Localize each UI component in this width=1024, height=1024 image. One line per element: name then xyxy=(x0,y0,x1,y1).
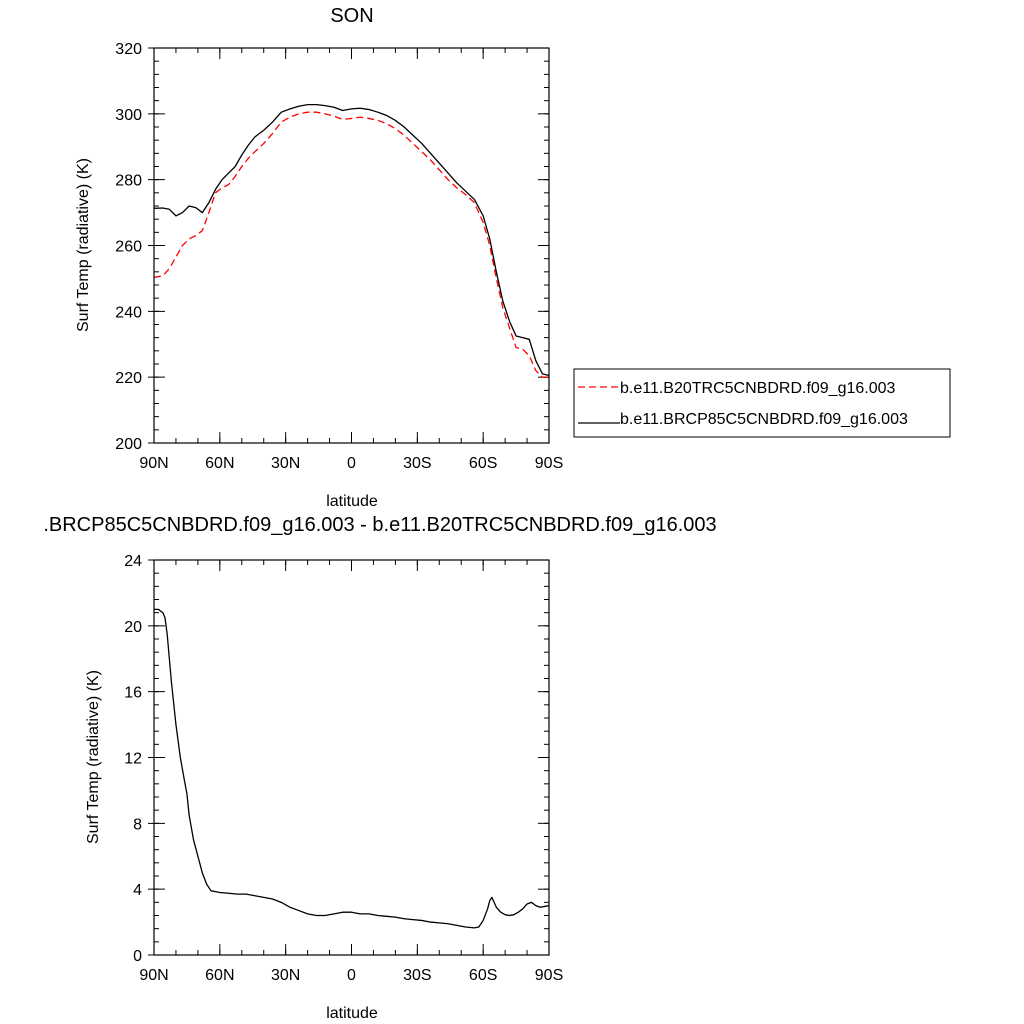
panel-top: SON 90N 60N 30N 0 30S 60S 90S 200 220 240 260 280 30… xyxy=(75,5,563,510)
y-tick-label: 320 xyxy=(115,41,142,58)
series-line-bottom-0 xyxy=(154,608,550,929)
y-tick-label: 300 xyxy=(115,107,142,124)
y-tick-label: 4 xyxy=(133,882,142,899)
legend-label-rcp85: b.e11.BRCP85C5CNBDRD.f09_g16.003 xyxy=(620,411,908,428)
tick-group-top: 90N 60N 30N 0 30S 60S 90S 200 220 240 260 280 300 320 xyxy=(115,41,563,472)
x-tick-label: 30N xyxy=(271,967,300,984)
y-axis-title-bottom: Surf Temp (radiative) (K) xyxy=(85,670,102,844)
legend: b.e11.B20TRC5CNBDRD.f09_g16.003 b.e11.BR… xyxy=(573,368,951,438)
series-group-bottom xyxy=(154,608,550,929)
x-tick-label: 90S xyxy=(535,455,563,472)
y-tick-label: 240 xyxy=(115,304,142,321)
tick-group-bottom: 90N 60N 30N 0 30S 60S 90S 0 4 8 12 16 20 24 xyxy=(124,553,563,984)
x-tick-label: 30S xyxy=(403,967,431,984)
y-tick-label: 20 xyxy=(124,619,142,636)
y-tick-label: 200 xyxy=(115,436,142,453)
series-line-top-1 xyxy=(153,103,550,377)
plot-frame-bottom xyxy=(153,559,550,956)
y-tick-label: 220 xyxy=(115,370,142,387)
x-tick-label: 60N xyxy=(205,967,234,984)
x-tick-label: 90N xyxy=(139,967,168,984)
x-axis-title-top: latitude xyxy=(326,493,378,510)
y-tick-label: 12 xyxy=(124,751,142,768)
x-tick-label: 90S xyxy=(535,967,563,984)
x-axis-title-bottom: latitude xyxy=(326,1005,378,1022)
y-tick-label: 16 xyxy=(124,685,142,702)
x-tick-label: 30N xyxy=(271,455,300,472)
x-tick-label: 90N xyxy=(139,455,168,472)
series-line-top-0 xyxy=(153,111,549,378)
y-tick-label: 280 xyxy=(115,173,142,190)
x-tick-label: 60S xyxy=(469,455,497,472)
legend-box xyxy=(573,368,951,438)
legend-label-historical: b.e11.B20TRC5CNBDRD.f09_g16.003 xyxy=(620,380,896,397)
y-tick-label: 24 xyxy=(124,553,142,570)
x-tick-label: 60S xyxy=(469,967,497,984)
y-tick-label: 260 xyxy=(115,239,142,256)
chart-title-bottom: .BRCP85C5CNBDRD.f09_g16.003 - b.e11.B20T… xyxy=(43,514,716,536)
series-group-top xyxy=(153,103,550,378)
y-tick-label: 0 xyxy=(133,948,142,965)
chart-title-top: SON xyxy=(330,5,373,27)
x-tick-label: 0 xyxy=(347,455,356,472)
x-tick-label: 30S xyxy=(403,455,431,472)
panel-bottom: .BRCP85C5CNBDRD.f09_g16.003 - b.e11.B20T… xyxy=(43,514,716,1022)
y-axis-title-top: Surf Temp (radiative) (K) xyxy=(75,158,92,332)
x-tick-label: 0 xyxy=(347,967,356,984)
plot-frame-top xyxy=(153,47,550,444)
y-tick-label: 8 xyxy=(133,816,142,833)
x-tick-label: 60N xyxy=(205,455,234,472)
